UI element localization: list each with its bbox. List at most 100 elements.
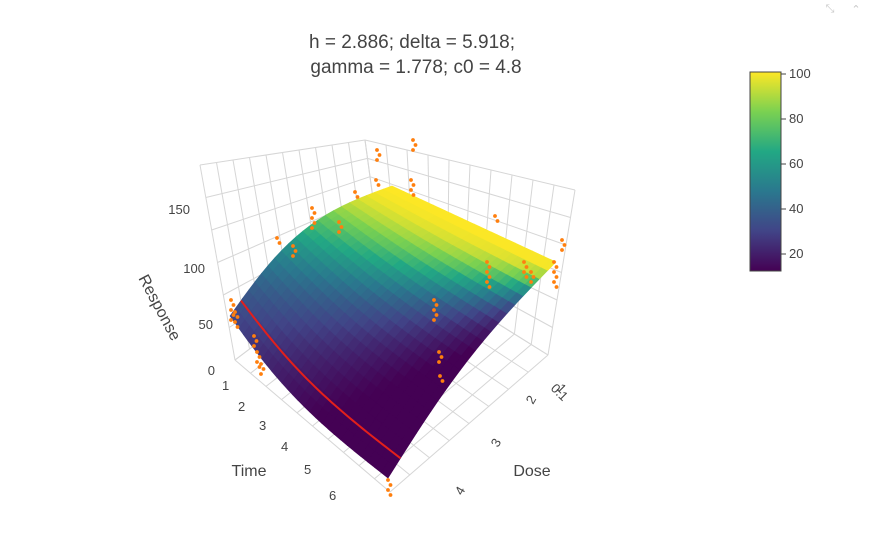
z-axis-ticks: 0 50 100 150 xyxy=(168,202,215,378)
observed-point xyxy=(437,350,441,354)
observed-point xyxy=(388,493,393,497)
z-tick-label: 150 xyxy=(168,202,190,217)
x-axis-title: Time xyxy=(232,463,267,480)
observed-point xyxy=(434,303,439,307)
observed-point xyxy=(254,339,259,343)
observed-point xyxy=(495,219,500,223)
observed-point xyxy=(524,275,529,279)
chart-title: h = 2.886; delta = 5.918; gamma = 1.778;… xyxy=(309,32,522,78)
observed-point xyxy=(560,248,564,252)
observed-point xyxy=(310,226,314,230)
observed-point xyxy=(337,230,341,234)
observed-point xyxy=(487,265,492,269)
observed-point xyxy=(291,254,295,258)
observed-point xyxy=(255,350,259,354)
observed-points xyxy=(229,138,567,497)
colorbar-tick-label: 20 xyxy=(789,246,803,261)
observed-point xyxy=(231,303,236,307)
observed-point xyxy=(411,183,416,187)
grid-line xyxy=(364,139,576,191)
colorbar-tick-label: 80 xyxy=(789,111,803,126)
z-tick-label: 50 xyxy=(199,317,213,332)
colorbar-tick-label: 60 xyxy=(789,156,803,171)
observed-point xyxy=(231,313,236,317)
observed-point xyxy=(374,178,378,182)
observed-point xyxy=(353,190,357,194)
x-tick-label: 6 xyxy=(329,488,336,503)
grid-line xyxy=(211,176,371,231)
observed-point xyxy=(259,362,263,366)
observed-point xyxy=(409,178,413,182)
observed-point xyxy=(434,313,439,317)
observed-point xyxy=(312,221,317,225)
observed-point xyxy=(485,280,489,284)
observed-point xyxy=(229,298,233,302)
observed-point xyxy=(235,325,240,329)
colorbar: 100 80 60 40 20 xyxy=(749,66,811,272)
observed-point xyxy=(529,270,533,274)
observed-point xyxy=(293,249,298,253)
autoscale-icon[interactable]: ⤡ xyxy=(825,2,835,15)
observed-point xyxy=(355,195,360,199)
observed-point xyxy=(229,308,233,312)
modebar: ⤡ ⌃ xyxy=(822,2,864,16)
observed-point xyxy=(275,236,279,240)
observed-point xyxy=(437,360,441,364)
observed-point xyxy=(493,214,497,218)
grid-line xyxy=(367,157,571,218)
observed-point xyxy=(411,138,415,142)
observed-point xyxy=(439,355,444,359)
observed-point xyxy=(375,158,379,162)
fitted-curve-line xyxy=(240,299,402,459)
observed-point xyxy=(552,270,556,274)
chevron-up-icon[interactable]: ⌃ xyxy=(851,3,861,16)
observed-point xyxy=(337,220,341,224)
observed-point xyxy=(554,275,559,279)
observed-point xyxy=(524,265,529,269)
colorbar-tick-label: 40 xyxy=(789,201,803,216)
z-tick-label: 100 xyxy=(183,261,205,276)
observed-point xyxy=(531,275,536,279)
fitted-curve xyxy=(240,299,402,459)
y-axis-ticks: 0.1 1 2 3 4 xyxy=(452,381,572,498)
observed-point xyxy=(277,241,282,245)
y-tick-label: 3 xyxy=(488,436,505,450)
observed-point xyxy=(487,275,492,279)
observed-point xyxy=(257,365,262,369)
observed-point xyxy=(485,260,489,264)
x-tick-label: 2 xyxy=(238,399,245,414)
title-line-1: h = 2.886; delta = 5.918; xyxy=(309,32,515,53)
x-tick-label: 1 xyxy=(222,378,229,393)
observed-point xyxy=(487,285,492,289)
observed-point xyxy=(438,374,442,378)
x-tick-label: 3 xyxy=(259,418,266,433)
colorbar-tick-label: 100 xyxy=(789,66,811,81)
y-tick-label: 4 xyxy=(452,484,469,498)
observed-point xyxy=(552,280,556,284)
observed-point xyxy=(562,243,567,247)
observed-point xyxy=(376,183,381,187)
observed-point xyxy=(257,355,262,359)
y-tick-label: 2 xyxy=(523,393,540,407)
observed-point xyxy=(259,372,263,376)
grid-line xyxy=(199,139,366,166)
observed-point xyxy=(233,320,237,324)
observed-point xyxy=(432,318,436,322)
observed-point xyxy=(235,315,240,319)
observed-point xyxy=(552,260,556,264)
observed-point xyxy=(529,280,533,284)
observed-point xyxy=(339,225,344,229)
observed-point xyxy=(377,153,382,157)
observed-point xyxy=(375,148,379,152)
x-tick-label: 5 xyxy=(304,462,311,477)
z-tick-label: 0 xyxy=(208,363,215,378)
observed-point xyxy=(310,206,314,210)
response-surface xyxy=(229,185,557,479)
grid-line xyxy=(205,157,368,198)
observed-point xyxy=(554,265,559,269)
x-tick-label: 4 xyxy=(281,439,288,454)
observed-point xyxy=(522,260,526,264)
observed-point xyxy=(386,478,390,482)
title-line-2: gamma = 1.778; c0 = 4.8 xyxy=(310,57,521,78)
